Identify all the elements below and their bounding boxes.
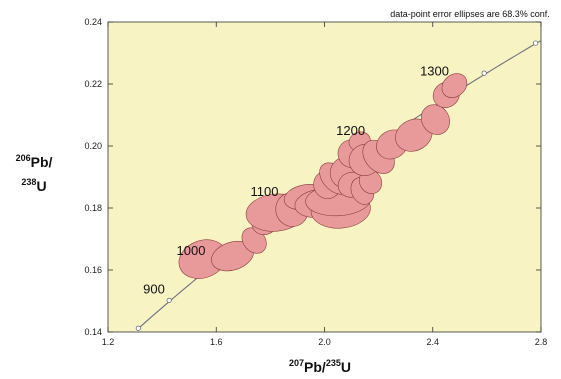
age-label: 1000 (177, 243, 206, 258)
x-axis-title-sup: 207 (289, 358, 304, 368)
y-tick-label: 0.16 (84, 265, 102, 275)
y-tick-label: 0.14 (84, 327, 102, 337)
x-axis-title-base2: U (341, 359, 351, 375)
confidence-note: data-point error ellipses are 68.3% conf… (390, 9, 550, 19)
y-tick-label: 0.18 (84, 203, 102, 213)
x-axis-title: 207Pb/235U (289, 358, 351, 375)
age-label: 1300 (420, 63, 449, 78)
y-axis-title-sup: 206 (16, 153, 31, 163)
y-axis-title-line2: 238U (21, 177, 46, 194)
x-tick-label: 1.6 (210, 337, 223, 347)
y-axis-title-base2: U (36, 178, 46, 194)
age-label: 1100 (251, 184, 279, 199)
y-axis-title-line1: 206Pb/ (16, 153, 53, 170)
x-tick-label: 2.8 (535, 337, 548, 347)
x-tick-label: 2.0 (318, 337, 331, 347)
age-marker (532, 40, 539, 46)
error-ellipses (178, 73, 468, 279)
y-axis-title-base: Pb/ (31, 154, 53, 170)
error-ellipse (441, 73, 468, 98)
y-tick-label: 0.20 (84, 141, 102, 151)
concordia-markers (135, 40, 539, 331)
error-ellipse (420, 104, 450, 135)
y-axis-title-sup2: 238 (21, 177, 36, 187)
age-label: 1200 (336, 123, 365, 138)
y-tick-label: 0.22 (84, 79, 102, 89)
x-axis-title-base: Pb/ (304, 359, 326, 375)
y-tick-label: 0.24 (84, 17, 102, 27)
age-marker (481, 70, 487, 76)
age-marker (166, 297, 172, 303)
x-tick-label: 1.2 (102, 337, 115, 347)
age-label: 900 (143, 281, 165, 296)
age-marker (135, 325, 141, 331)
axis-ticks: 1.2 1.6 2.0 2.4 2.8 0.14 0.16 0.18 0.20 0.22 0.24 (84, 17, 547, 347)
x-axis-title-sup2: 235 (326, 358, 341, 368)
x-tick-label: 2.4 (426, 337, 439, 347)
age-labels: 900 1000 1100 1200 1300 (143, 63, 449, 296)
